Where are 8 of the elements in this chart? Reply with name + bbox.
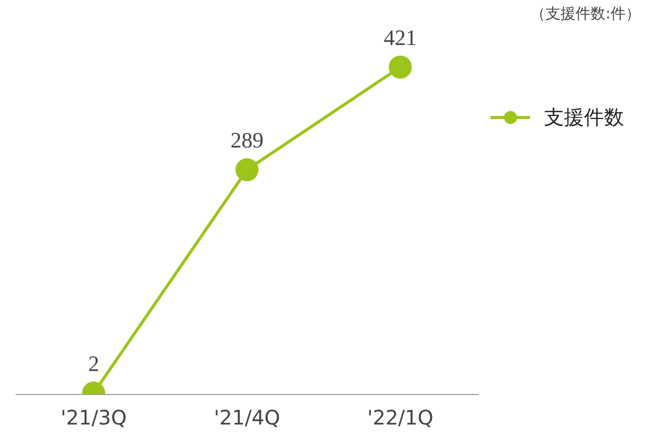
- data-label: 421: [384, 25, 417, 50]
- data-label: 2: [88, 350, 100, 376]
- x-tick-label: '21/3Q: [60, 406, 127, 430]
- x-tick-label: '22/1Q: [367, 406, 434, 430]
- text: （支援件数:件）: [530, 4, 641, 22]
- x-tick-label: '21/4Q: [214, 406, 280, 430]
- legend-label: 支援件数: [544, 104, 624, 130]
- data-label: 289: [230, 128, 264, 153]
